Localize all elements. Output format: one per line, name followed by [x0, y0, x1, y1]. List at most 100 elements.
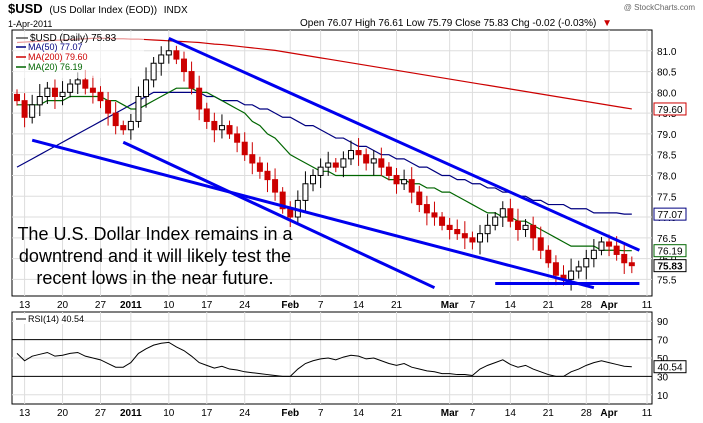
candle-body: [211, 120, 218, 131]
rsi-x-tick-label: 14: [353, 408, 365, 419]
rsi-x-tick-label: Apr: [600, 408, 617, 419]
candle-body: [325, 162, 332, 168]
price-x-tick-label: 11: [642, 300, 653, 311]
price-badge-box: [653, 207, 687, 221]
chart-header: $USD (US Dollar Index (EOD)) INDX 1-Apr-…: [8, 1, 695, 29]
candle-body: [628, 262, 635, 267]
candle-body: [264, 170, 271, 181]
candle-body: [545, 249, 552, 264]
candle-body: [135, 96, 142, 122]
rsi-legend: RSI(14) 40.54: [14, 314, 84, 324]
svg-text:$USD (US Dollar Index (E: $USD (US Dollar Index (EOD)) INDX: [8, 1, 188, 16]
rsi-badge: 40.54: [653, 360, 687, 374]
price-tick-label: 76.5: [657, 234, 677, 245]
candle-body: [51, 87, 58, 97]
candle-body: [82, 79, 89, 89]
price-tick-label: 80.5: [657, 68, 677, 79]
price-badge-box: [653, 102, 687, 116]
rsi-badge-text: 40.54: [657, 363, 682, 374]
trendline: [31, 138, 595, 290]
candle-body: [21, 100, 28, 118]
rsi-badge-box: [653, 360, 687, 374]
price-x-tick-label: Apr: [600, 300, 617, 311]
candle-body: [408, 179, 415, 193]
down-arrow-icon: ▼: [602, 18, 612, 29]
candle-body: [120, 125, 127, 131]
candle-body: [378, 158, 385, 168]
rsi-tick-label: 90: [657, 317, 669, 328]
price-x-tick-label: 24: [239, 300, 251, 311]
rsi-x-tick-label: 13: [19, 408, 31, 419]
candle-body: [583, 258, 590, 268]
candle-body: [606, 241, 613, 247]
price-tick-label: 75.5: [657, 275, 677, 286]
candle-body: [143, 79, 150, 97]
price-tick-label: 78.0: [657, 171, 677, 182]
price-badge-box: [653, 244, 687, 258]
rsi-x-tick-label: 7: [318, 408, 324, 419]
rsi-tick-label: 10: [657, 391, 669, 402]
candle-body: [423, 204, 430, 214]
quote-values: Open 76.07 High 76.61 Low 75.79 Close 75…: [300, 18, 596, 29]
rsi-x-tick-label: 11: [642, 408, 653, 419]
rsi-label: RSI(14) 40.54: [28, 314, 84, 324]
candle-body: [332, 162, 339, 168]
price-badges: 79.60 77.07 76.19 75.83: [653, 102, 687, 273]
chart-date: 1-Apr-2011: [8, 19, 52, 29]
rsi-x-tick-label: 21: [543, 408, 555, 419]
annotation-line-1: The U.S. Dollar Index remains in a: [17, 224, 293, 244]
candle-body: [401, 179, 408, 185]
candle-body: [234, 133, 241, 143]
candle-body: [568, 270, 575, 280]
candle-body: [530, 224, 537, 239]
candle-body: [112, 112, 119, 127]
rsi-grid: [12, 312, 652, 404]
candle-body: [279, 191, 286, 210]
rsi-tick-label: 30: [657, 372, 669, 383]
rsi-x-tick-label: 21: [391, 408, 403, 419]
price-x-tick-label: 21: [391, 300, 403, 311]
rsi-x-tick-label: 24: [239, 408, 251, 419]
candle-body: [226, 125, 233, 135]
price-badge-text: 79.60: [657, 105, 682, 116]
candle-body: [469, 237, 476, 243]
candle-body: [477, 233, 484, 243]
quote-line: Open 76.07 High 76.61 Low 75.79 Close 75…: [300, 18, 612, 29]
rsi-x-tick-label: 17: [201, 408, 213, 419]
price-x-tick-label: 7: [318, 300, 324, 311]
price-x-tick-label: 28: [581, 300, 593, 311]
candle-body: [249, 154, 256, 164]
candle-body: [431, 212, 438, 218]
candle-body: [105, 100, 112, 114]
candle-body: [454, 229, 461, 235]
candle-body: [241, 141, 248, 156]
candle-body: [287, 208, 294, 218]
price-x-tick-label: 7: [470, 300, 476, 311]
legend: $USD (Daily) 75.83 MA(50) 77.07 MA(200) …: [14, 32, 144, 78]
rsi-tick-label: 70: [657, 336, 669, 347]
symbol: $USD: [8, 1, 43, 16]
ma-series-line: [17, 87, 632, 252]
candle-body: [484, 224, 491, 235]
candle-body: [575, 266, 582, 272]
candle-body: [416, 191, 423, 206]
trendline: [168, 36, 641, 252]
candle-body: [14, 93, 20, 102]
candle-body: [552, 262, 559, 276]
price-x-tick-label: 20: [57, 300, 69, 311]
candle-body: [385, 166, 392, 176]
candle-body: [272, 179, 279, 193]
candle-body: [507, 208, 514, 222]
rsi-x-tick-label: Mar: [441, 408, 459, 419]
rsi-x-tick-label: 28: [581, 408, 593, 419]
candlesticks: [14, 39, 635, 291]
candle-body: [158, 54, 165, 64]
price-x-tick-label: 17: [201, 300, 213, 311]
price-tick-label: 81.0: [657, 47, 677, 58]
candle-body: [446, 224, 453, 230]
annotation: The U.S. Dollar Index remains in a downt…: [17, 224, 293, 288]
candle-body: [492, 216, 499, 226]
rsi-tick-label: 50: [657, 354, 669, 365]
legend-main: $USD (Daily) 75.83: [30, 33, 117, 44]
rsi-x-tick-label: 7: [470, 408, 476, 419]
